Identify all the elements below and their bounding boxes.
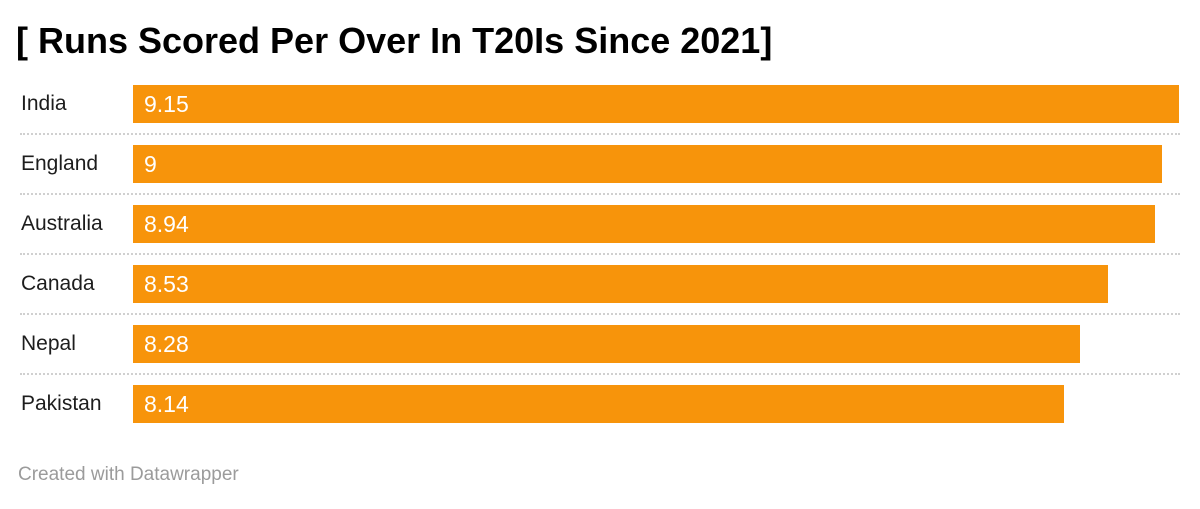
category-label: Pakistan xyxy=(21,392,102,416)
bar-value-label: 8.53 xyxy=(144,270,189,297)
bar-row: Nepal 8.28 xyxy=(0,325,1200,364)
row-separator xyxy=(20,253,1180,256)
bar-row: Australia 8.94 xyxy=(0,205,1200,244)
row-separator xyxy=(20,313,1180,316)
bar-value-label: 8.28 xyxy=(144,330,189,357)
bar-value-label: 9.15 xyxy=(144,90,189,117)
category-label: Canada xyxy=(21,272,95,296)
bar: 8.94 xyxy=(133,205,1155,244)
bar-value-label: 8.14 xyxy=(144,390,189,417)
row-separator xyxy=(20,133,1180,136)
bar-value-label: 9 xyxy=(144,150,157,177)
bar: 8.14 xyxy=(133,385,1064,424)
bar-track: 8.28 xyxy=(133,325,1179,364)
category-label: Australia xyxy=(21,212,103,236)
category-label: Nepal xyxy=(21,332,76,356)
bar: 8.28 xyxy=(133,325,1080,364)
bar-track: 9 xyxy=(133,145,1179,184)
bar-track: 9.15 xyxy=(133,85,1179,124)
bar: 9.15 xyxy=(133,85,1179,124)
bar-track: 8.94 xyxy=(133,205,1179,244)
datawrapper-credit: Created with Datawrapper xyxy=(18,464,239,486)
bar-chart: India 9.15 England 9 Australia 8.94 Cana… xyxy=(0,85,1200,424)
row-separator xyxy=(20,373,1180,376)
bar-track: 8.14 xyxy=(133,385,1179,424)
bar-row: Canada 8.53 xyxy=(0,265,1200,304)
bar-value-label: 8.94 xyxy=(144,210,189,237)
row-separator xyxy=(20,193,1180,196)
category-label: India xyxy=(21,92,67,116)
bar-row: Pakistan 8.14 xyxy=(0,385,1200,424)
category-label: England xyxy=(21,152,99,176)
bar-row: England 9 xyxy=(0,145,1200,184)
bar: 8.53 xyxy=(133,265,1109,304)
bar: 9 xyxy=(133,145,1162,184)
bar-track: 8.53 xyxy=(133,265,1179,304)
chart-title: [ Runs Scored Per Over In T20Is Since 20… xyxy=(16,20,773,61)
bar-row: India 9.15 xyxy=(0,85,1200,124)
